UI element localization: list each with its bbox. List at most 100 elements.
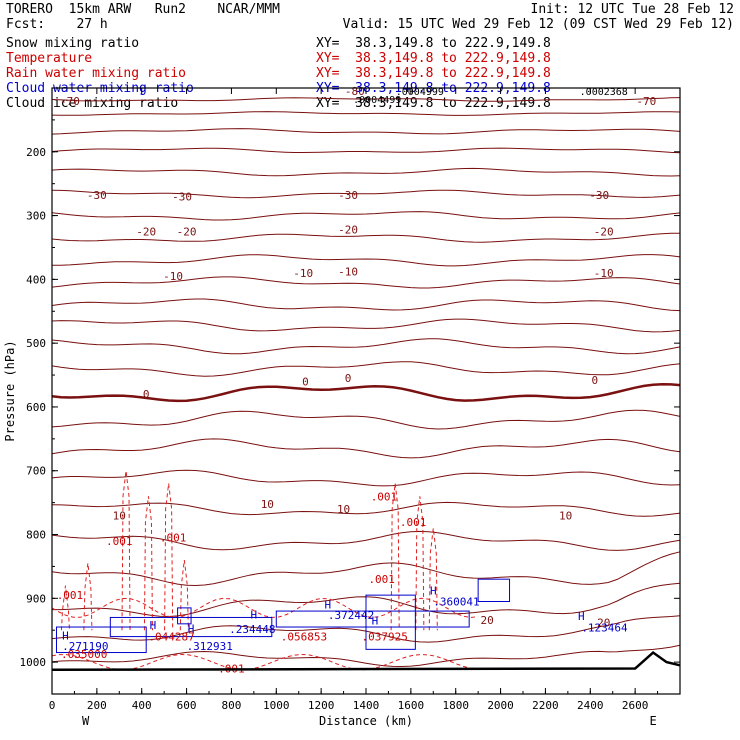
temperature-contour xyxy=(51,644,681,668)
temperature-label: 20 xyxy=(597,617,610,630)
rain-max-label: .056853 xyxy=(281,631,327,644)
h-marker: H xyxy=(188,622,195,635)
field-name-rain: Rain water mixing ratio xyxy=(6,66,187,81)
rain-label: .001 xyxy=(57,589,84,602)
temperature-label: -10 xyxy=(293,267,313,280)
cloud-water-contour xyxy=(177,607,192,625)
rain-max-label: .035000 xyxy=(61,648,107,661)
x-tick-label: 1400 xyxy=(353,699,380,712)
temperature-contour xyxy=(51,501,681,517)
temperature-label: 0 xyxy=(302,375,309,388)
rain-max-label: .044287 xyxy=(148,631,194,644)
temperature-contour xyxy=(51,298,681,312)
h-marker: H xyxy=(325,599,332,612)
rain-cell xyxy=(428,528,438,631)
x-tick-label: 0 xyxy=(49,699,56,712)
x-tick-label: 2000 xyxy=(487,699,514,712)
forecast-hour: Fcst: 27 h xyxy=(6,17,108,32)
rain-label: .001 xyxy=(371,490,398,503)
west-endpoint-label: W xyxy=(82,714,90,728)
y-tick-label: 800 xyxy=(26,529,46,542)
rain-cell xyxy=(390,483,400,631)
temperature-label: 10 xyxy=(337,503,350,516)
rain-label: .001 xyxy=(400,516,427,529)
rain-label: .001 xyxy=(368,573,395,586)
cloud-max-label: .271190 xyxy=(62,640,108,653)
temperature-label: 0 xyxy=(345,372,352,385)
y-axis-label: Pressure (hPa) xyxy=(3,340,17,441)
temperature-label: 20 xyxy=(480,614,493,627)
y-tick-label: 700 xyxy=(26,465,46,478)
x-tick-label: 1800 xyxy=(442,699,469,712)
temperature-label: -20 xyxy=(338,224,358,237)
x-axis-label: Distance (km) xyxy=(319,714,413,728)
h-marker: H xyxy=(251,608,258,621)
temperature-label: 0 xyxy=(143,388,150,401)
temperature-contour xyxy=(51,530,681,551)
temperature-contour xyxy=(51,276,681,289)
temperature-label: -30 xyxy=(172,190,192,203)
temperature-contour xyxy=(51,111,681,116)
cloud-max-label: .312931 xyxy=(187,640,233,653)
temperature-contour xyxy=(51,147,681,154)
x-tick-label: 2200 xyxy=(532,699,559,712)
snow-label: .0004499 xyxy=(353,95,401,106)
temperature-label: 10 xyxy=(113,509,126,522)
ground-surface xyxy=(51,650,681,672)
cloud-water-contour xyxy=(365,594,416,650)
temperature-label: -20 xyxy=(594,226,614,239)
temperature-label: -10 xyxy=(163,270,183,283)
temperature-label: -70 xyxy=(60,95,80,108)
rain-cell xyxy=(179,559,189,631)
rain-label: .001 xyxy=(106,535,133,548)
y-tick-label: 600 xyxy=(26,401,46,414)
temperature-label: -20 xyxy=(177,226,197,239)
h-marker: H xyxy=(150,619,157,632)
rain-cell xyxy=(164,483,174,631)
cloud-max-label: .123464 xyxy=(581,622,628,635)
temperature-label: -10 xyxy=(338,266,358,279)
rain-cell xyxy=(415,496,425,631)
temperature-label: -30 xyxy=(338,189,358,202)
field-name-temperature: Temperature xyxy=(6,51,93,66)
init-time: Init: 12 UTC Tue 28 Feb 12 xyxy=(530,2,735,17)
temperature-label: 10 xyxy=(261,498,274,511)
temperature-contour xyxy=(51,189,681,199)
contour-labels: -70 -70-80-30 -30 -30 -30-20 -20 -20 -20-10 -10-… xyxy=(57,85,657,675)
model-title: TORERO 15km ARW Run2 NCAR/MMM xyxy=(6,2,280,17)
east-endpoint-label: E xyxy=(649,714,656,728)
h-marker: H xyxy=(578,610,585,623)
x-tick-label: 800 xyxy=(221,699,241,712)
temperature-contour xyxy=(52,254,681,267)
temperature-contour xyxy=(51,318,681,333)
y-tick-label: 1000 xyxy=(20,656,47,669)
temperature-contour xyxy=(51,232,680,243)
cloud-water-contour xyxy=(275,610,470,628)
rain-cell xyxy=(121,470,131,631)
x-tick-label: 2400 xyxy=(577,699,604,712)
x-tick-label: 400 xyxy=(132,699,152,712)
rain-cell xyxy=(143,496,153,631)
temperature-contour xyxy=(51,438,681,459)
temperature-label: -70 xyxy=(636,95,656,108)
field-xy-snow: XY= 38.3,149.8 to 222.9,149.8 xyxy=(316,36,551,51)
y-tick-label: 500 xyxy=(26,337,46,350)
temperature-contours xyxy=(51,97,681,668)
cloud-water-contours xyxy=(55,578,511,654)
rain-max-label: .037925 xyxy=(362,631,408,644)
rain-label: .001 xyxy=(160,532,187,545)
h-marker: H xyxy=(62,629,69,642)
cloud-max-label: .234448 xyxy=(229,623,275,636)
valid-time: Valid: 15 UTC Wed 29 Feb 12 (09 CST Wed … xyxy=(342,17,734,32)
temperature-contour xyxy=(51,97,681,102)
rain-band xyxy=(51,597,479,619)
temperature-label: -30 xyxy=(87,189,107,202)
x-tick-label: 200 xyxy=(87,699,107,712)
snow-label: .0002368 xyxy=(580,87,628,98)
temperature-contour xyxy=(51,382,681,403)
h-marker: H xyxy=(430,585,437,598)
temperature-label: -20 xyxy=(136,226,156,239)
field-xy-temperature: XY= 38.3,149.8 to 222.9,149.8 xyxy=(316,51,551,66)
temperature-contour xyxy=(51,211,681,221)
snow-label: .0004999 xyxy=(396,87,444,98)
